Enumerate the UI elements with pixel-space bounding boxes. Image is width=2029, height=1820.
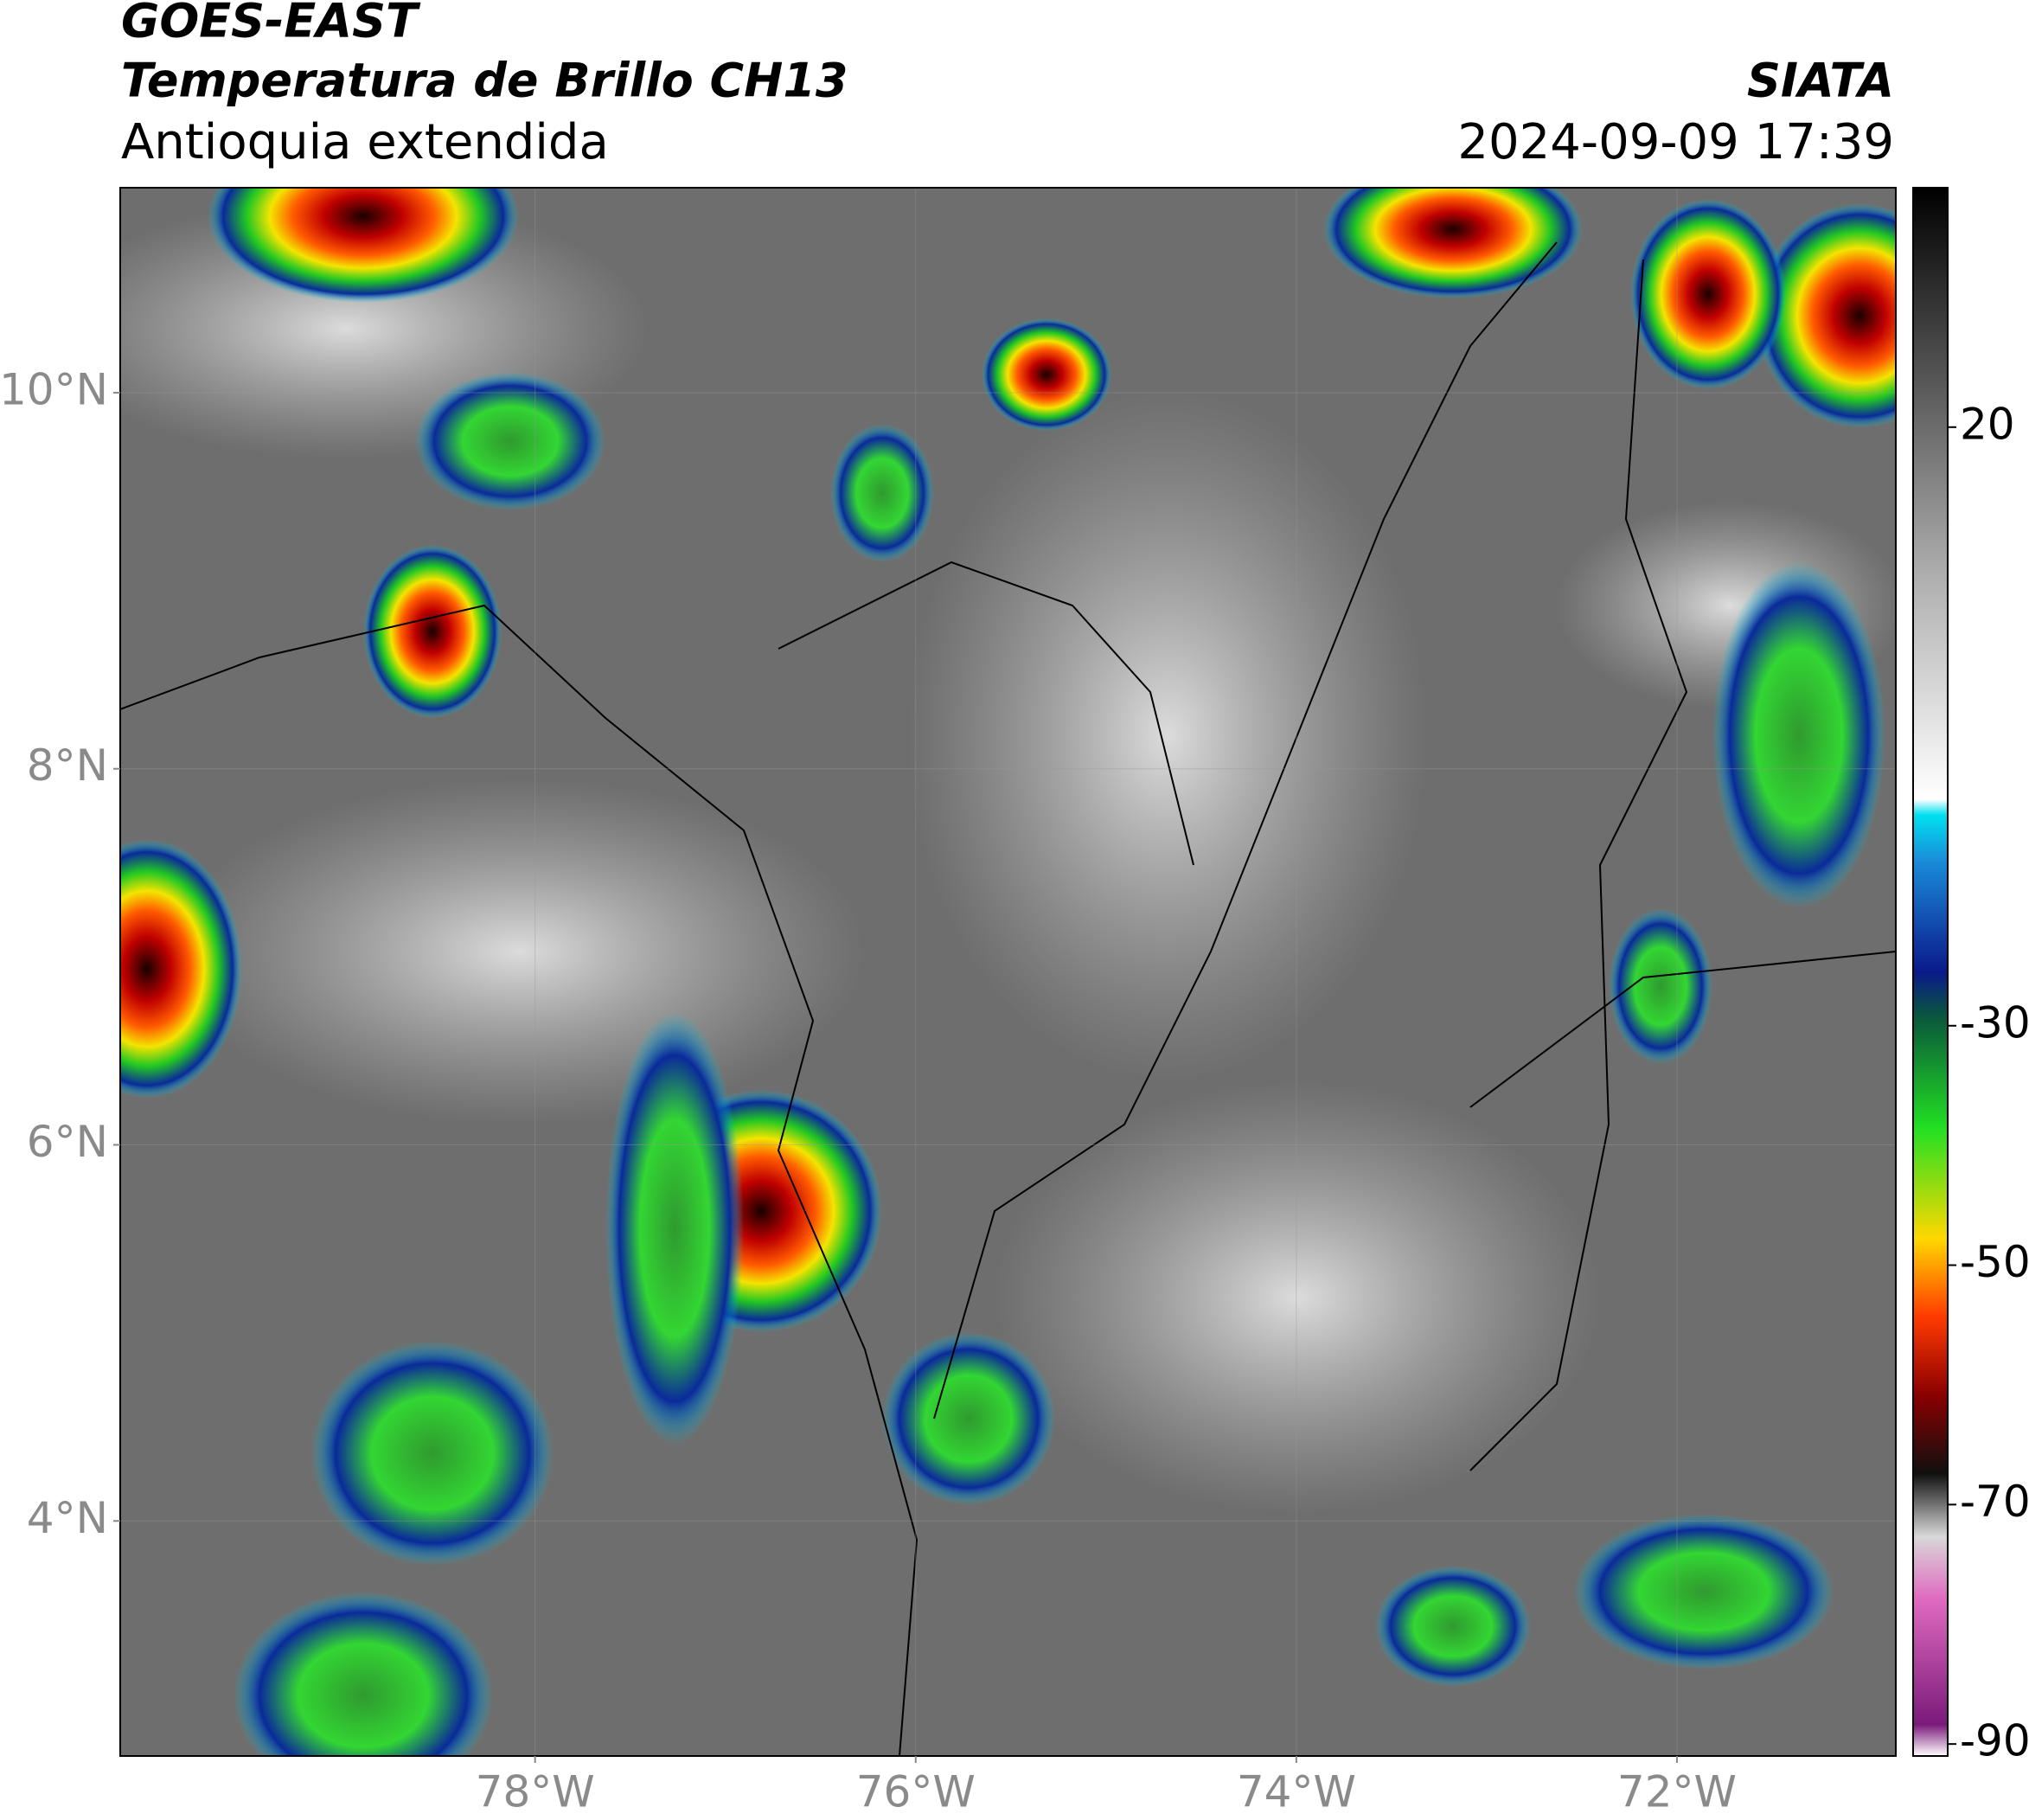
cloud bbox=[995, 1081, 1600, 1514]
cell bbox=[1574, 1514, 1834, 1669]
cell bbox=[234, 1592, 493, 1756]
colorbar-tick-label: -70 bbox=[1960, 1477, 2029, 1527]
storm bbox=[120, 839, 242, 1099]
colorbar-tick-label: -90 bbox=[1960, 1716, 2029, 1766]
subtitle: Temperatura de Brillo CH13 bbox=[121, 54, 848, 108]
x-tick-label: 74°W bbox=[1237, 1767, 1356, 1817]
source: SIATA bbox=[1747, 54, 1894, 108]
storm bbox=[982, 318, 1111, 431]
region: Antioquia extendida bbox=[121, 114, 609, 170]
cloud bbox=[908, 389, 1427, 1081]
cell bbox=[605, 1012, 744, 1445]
colorbar bbox=[1912, 187, 1949, 1757]
storm bbox=[1630, 199, 1786, 389]
ticks: 78°W 76°W 74°W 72°W 4°N 6°N 8°N 10°N 20 -30 -50 -70… bbox=[0, 364, 2029, 1817]
grid bbox=[120, 188, 1896, 1756]
colorbar-tick-label: 20 bbox=[1960, 399, 2015, 449]
datetime: 2024-09-09 17:39 bbox=[1457, 114, 1894, 170]
title: GOES-EAST bbox=[121, 0, 421, 48]
cell bbox=[1375, 1566, 1531, 1687]
x-tick-label: 72°W bbox=[1617, 1767, 1737, 1817]
x-tick-label: 76°W bbox=[856, 1767, 976, 1817]
map-frame bbox=[119, 187, 1897, 1757]
cell bbox=[415, 372, 605, 510]
storm bbox=[1323, 188, 1583, 298]
storm bbox=[208, 188, 519, 303]
cell bbox=[1609, 908, 1712, 1064]
storm bbox=[363, 545, 502, 718]
borders bbox=[120, 241, 1896, 1756]
x-tick-label: 78°W bbox=[476, 1767, 595, 1817]
cloud bbox=[173, 779, 865, 1125]
cell bbox=[882, 1332, 1055, 1505]
colorbar-tick-label: -50 bbox=[1960, 1237, 2029, 1287]
storm bbox=[1756, 203, 1896, 428]
y-tick-label: 10°N bbox=[0, 364, 108, 414]
y-tick-label: 8°N bbox=[27, 740, 108, 791]
y-tick-label: 6°N bbox=[27, 1117, 108, 1167]
satellite-image bbox=[120, 188, 1896, 1756]
y-tick-label: 4°N bbox=[27, 1493, 108, 1543]
cell bbox=[1712, 562, 1885, 908]
cell bbox=[830, 424, 934, 562]
colorbar-tick-label: -30 bbox=[1960, 997, 2029, 1048]
cell bbox=[311, 1341, 554, 1566]
